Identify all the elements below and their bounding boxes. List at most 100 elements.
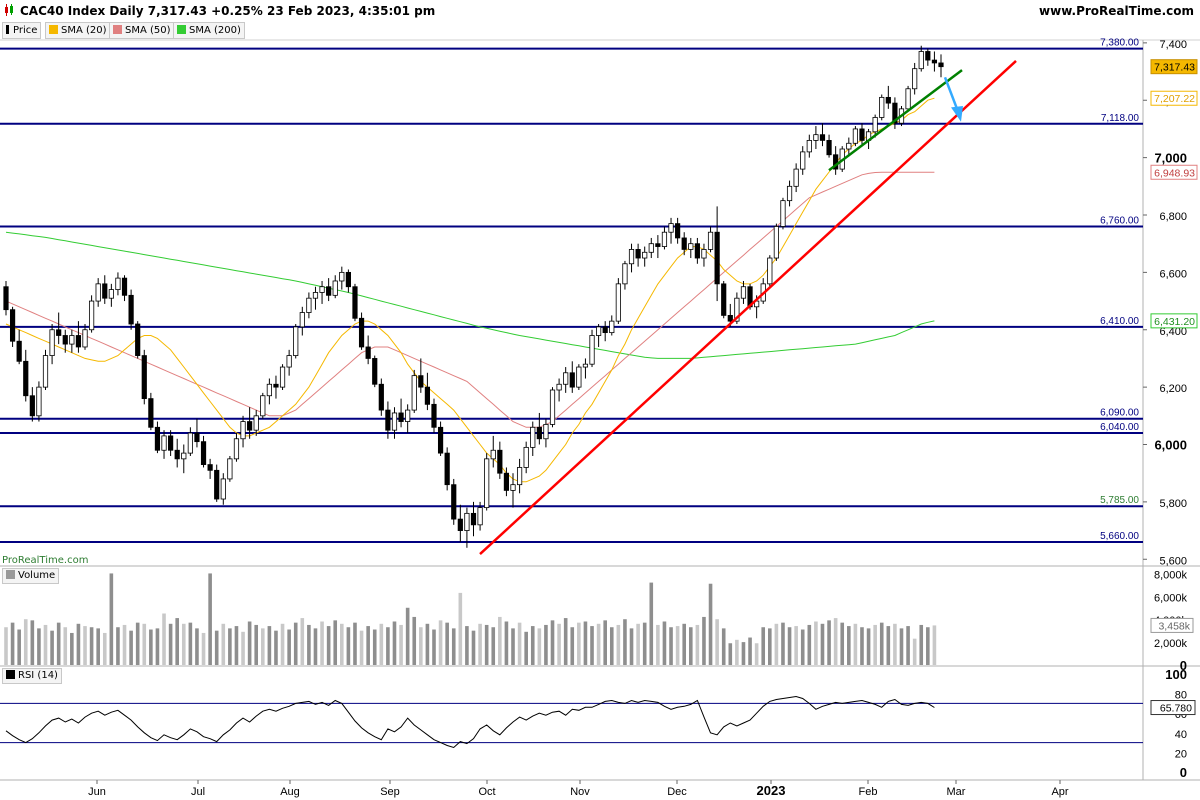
- volume-bar: [346, 627, 351, 665]
- axes: 7,4007,2007,0006,8006,6006,4006,2006,000…: [88, 39, 1198, 798]
- volume-panel-label[interactable]: Volume: [2, 568, 60, 584]
- price-tick-label: 7,400: [1159, 39, 1187, 51]
- volume-last-box: [1150, 617, 1194, 633]
- candle-body: [786, 185, 793, 202]
- level-label: 6,410.00: [1100, 316, 1139, 327]
- candle-body: [233, 438, 240, 460]
- volume-bar: [866, 628, 871, 665]
- candle-body: [905, 88, 911, 110]
- candle-body: [872, 117, 878, 133]
- candle-body: [549, 389, 556, 425]
- legend-price[interactable]: Price: [2, 22, 42, 39]
- candle-body: [358, 317, 365, 348]
- xaxis-label: Sep: [380, 786, 400, 798]
- volume-bar: [511, 628, 515, 665]
- site-link[interactable]: www.ProRealTime.com: [1039, 4, 1194, 18]
- candle-body: [339, 271, 345, 282]
- candle-body: [635, 249, 641, 259]
- volume-bar: [399, 624, 403, 665]
- volume-bar: [56, 622, 61, 665]
- sma20-tag: 7,207.22: [1154, 93, 1195, 105]
- volume-bar: [458, 592, 463, 665]
- candle-body: [378, 383, 384, 411]
- legend-sma200[interactable]: SMA (200): [173, 22, 245, 39]
- legend-sma50[interactable]: SMA (50): [109, 22, 175, 39]
- xaxis-label: Jul: [191, 786, 205, 798]
- candle-body: [293, 326, 299, 356]
- volume-bar: [162, 613, 166, 665]
- volume-bar: [142, 623, 147, 665]
- price-tick-label: 5,600: [1159, 555, 1187, 567]
- xaxis-label: Mar: [947, 786, 966, 798]
- candle-body: [727, 315, 733, 322]
- volume-bar: [260, 628, 265, 665]
- candle-body: [444, 452, 450, 486]
- volume-bar: [175, 618, 179, 665]
- candle-body: [108, 289, 114, 299]
- candle-body: [484, 458, 490, 509]
- candle-body: [220, 478, 226, 500]
- volume-bar: [445, 622, 449, 665]
- candle-body: [214, 469, 220, 500]
- candle-body: [938, 62, 944, 68]
- volume-bar: [214, 630, 219, 665]
- volume-bar: [438, 620, 443, 665]
- candle-body: [721, 283, 727, 316]
- candle-body: [582, 363, 589, 368]
- candle-body: [161, 435, 167, 451]
- level-label: 7,118.00: [1101, 113, 1140, 124]
- candle-body: [29, 395, 35, 417]
- sma20-line: [5, 97, 935, 483]
- volume-bar: [135, 622, 140, 665]
- volume-tick-label: 0: [1180, 658, 1187, 673]
- xaxis-label: Aug: [280, 786, 300, 798]
- candle-body: [563, 372, 569, 385]
- volume-bar: [688, 627, 693, 665]
- candle-body: [279, 366, 286, 388]
- rsi-panel-label[interactable]: RSI (14): [2, 668, 62, 684]
- candle-body: [714, 231, 720, 285]
- candle-body: [655, 243, 661, 247]
- candle-body: [918, 51, 924, 70]
- volume-bar: [807, 624, 812, 665]
- volume-bar: [748, 637, 752, 665]
- candle-body: [306, 297, 312, 313]
- xaxis-label: Apr: [1051, 786, 1068, 798]
- volume-bar: [30, 620, 35, 665]
- candle-body: [819, 134, 826, 141]
- volume-bar: [96, 628, 100, 665]
- candle-body: [352, 286, 358, 319]
- candle-body: [931, 59, 938, 64]
- volume-bar: [530, 626, 535, 665]
- volume-bar: [425, 623, 430, 665]
- volume-bar: [893, 623, 897, 665]
- legend-sma20[interactable]: SMA (20): [45, 22, 111, 39]
- candle-body: [385, 409, 391, 431]
- candle-body: [543, 424, 549, 440]
- legend-sma200-label: SMA (200): [189, 25, 241, 36]
- volume-tick-label: 8,000k: [1154, 569, 1188, 581]
- volume-bar: [50, 630, 54, 665]
- candle-body: [675, 223, 681, 239]
- xaxis-label: 2023: [757, 783, 786, 798]
- volume-bar: [386, 627, 390, 665]
- rsi-tick-label: 100: [1165, 667, 1187, 682]
- candle-body: [273, 383, 279, 388]
- volume-tick-label: 2,000k: [1154, 638, 1188, 650]
- candle-body: [148, 398, 154, 428]
- candle-body: [62, 335, 68, 345]
- candle-body: [411, 375, 417, 411]
- candle-body: [451, 484, 457, 520]
- candle-body: [121, 277, 128, 296]
- rsi-tick-label: 80: [1175, 690, 1187, 702]
- volume-bar: [116, 627, 120, 665]
- xaxis-label: Nov: [570, 786, 590, 798]
- candle-body: [372, 358, 378, 385]
- candle-body: [694, 243, 700, 259]
- candle-body: [49, 329, 55, 356]
- volume-bar: [17, 629, 21, 665]
- sma50-swatch-icon: [113, 25, 122, 34]
- volume-bar: [234, 626, 239, 665]
- chart-title: CAC40 Index Daily 7,317.43 +0.25% 23 Feb…: [20, 4, 436, 18]
